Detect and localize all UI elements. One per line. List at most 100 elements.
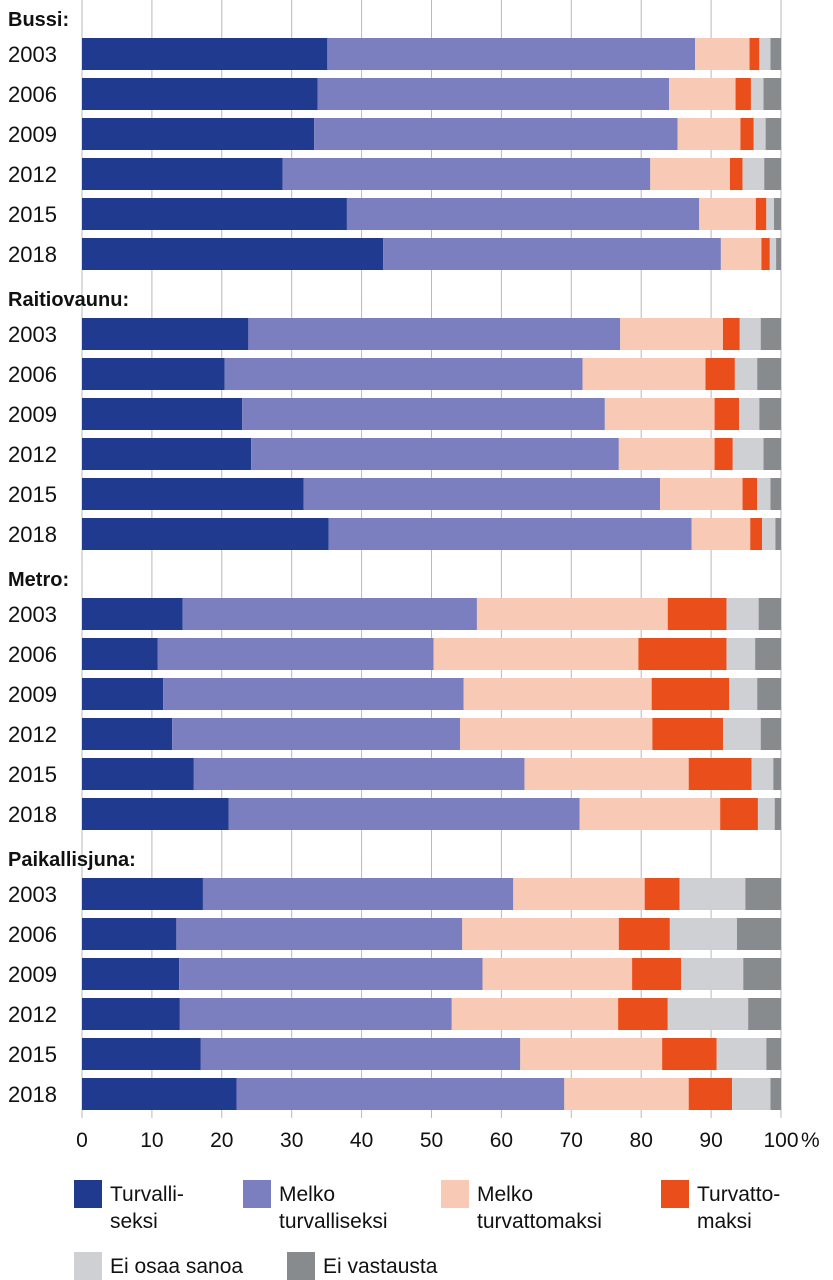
bar-segment — [82, 358, 225, 390]
year-label: 2012 — [8, 162, 57, 187]
bar-segment — [82, 1038, 201, 1070]
year-label: 2015 — [8, 482, 57, 507]
x-axis: 0 10 20 30 40 50 60 70 80 90 100% — [76, 1129, 820, 1152]
legend-label: Ei vastausta — [323, 1255, 438, 1278]
bar-segment — [462, 918, 619, 950]
bar-segment — [524, 758, 689, 790]
year-label: 2018 — [8, 802, 57, 827]
bar-segment — [82, 78, 318, 110]
bar-segment — [346, 198, 700, 230]
bar-segment — [662, 1038, 717, 1070]
bar-segment — [763, 438, 781, 470]
bar-segment — [82, 1078, 237, 1110]
bar-segment — [669, 918, 737, 950]
year-label: 2006 — [8, 362, 57, 387]
bar-segment — [688, 758, 752, 790]
bar-segment — [667, 598, 727, 630]
bar-segment — [667, 998, 749, 1030]
bar-segment — [476, 598, 668, 630]
bar-segment — [774, 798, 781, 830]
year-label: 2006 — [8, 642, 57, 667]
legend-label: Ei osaa sanoa — [110, 1255, 243, 1278]
bar-segment — [755, 638, 781, 670]
bar-segment — [433, 638, 639, 670]
bar-segment — [758, 598, 781, 630]
year-label: 2015 — [8, 1042, 57, 1067]
bar-segment — [691, 518, 751, 550]
bar-segment — [620, 318, 723, 350]
x-tick-label: 80 — [630, 1129, 653, 1152]
bar-segment — [82, 758, 194, 790]
bar-segment — [520, 1038, 663, 1070]
bar-segment — [652, 718, 723, 750]
bar-segment — [714, 398, 740, 430]
x-tick-label: 60 — [490, 1129, 513, 1152]
legend-swatch — [243, 1180, 271, 1208]
bar-segment — [314, 118, 678, 150]
bar-segment — [714, 438, 733, 470]
x-tick-label: 30 — [280, 1129, 303, 1152]
bar-segment — [770, 1078, 781, 1110]
group-title: Paikallisjuna: — [8, 849, 136, 871]
bar-segment — [82, 878, 203, 910]
bar-segment — [688, 1078, 733, 1110]
bar-segment — [770, 478, 781, 510]
bar-segment — [679, 878, 746, 910]
bar-segment — [202, 878, 514, 910]
x-tick-label: 20 — [210, 1129, 233, 1152]
x-tick-label: 0 — [76, 1129, 88, 1152]
year-label: 2009 — [8, 402, 57, 427]
bar-segment — [82, 318, 249, 350]
x-tick-label: 50 — [420, 1129, 443, 1152]
bar-segment — [726, 598, 759, 630]
bar-segment — [677, 118, 741, 150]
x-unit-label: % — [801, 1129, 820, 1152]
bar-segment — [759, 38, 771, 70]
bar-segment — [764, 158, 781, 190]
year-label: 2003 — [8, 882, 57, 907]
legend-swatch — [661, 1180, 689, 1208]
bar-segment — [82, 598, 183, 630]
bar-segment — [82, 478, 304, 510]
bar-segment — [760, 718, 781, 750]
bar-segment — [242, 398, 605, 430]
bar-segment — [720, 798, 758, 830]
legend-swatch — [74, 1252, 102, 1280]
bar-segment — [760, 318, 781, 350]
x-tick-label: 100 — [763, 1129, 798, 1152]
bar-segment — [749, 38, 760, 70]
bar-segment — [82, 438, 252, 470]
bar-segment — [251, 438, 619, 470]
bar-segment — [248, 318, 621, 350]
bar-segment — [669, 78, 736, 110]
year-label: 2009 — [8, 682, 57, 707]
bar-segment — [82, 118, 315, 150]
bar-segment — [82, 38, 328, 70]
bar-segment — [759, 398, 781, 430]
bar-segment — [236, 1078, 565, 1110]
bar-segment — [740, 118, 754, 150]
bar-segment — [82, 958, 180, 990]
bar-segment — [82, 518, 329, 550]
bars — [82, 38, 781, 1110]
bar-segment — [699, 198, 756, 230]
bar-segment — [753, 118, 766, 150]
bar-segment — [773, 758, 781, 790]
bar-segment — [317, 78, 670, 110]
x-tick-label: 40 — [350, 1129, 373, 1152]
bar-segment — [757, 358, 781, 390]
bar-segment — [750, 518, 763, 550]
year-label: 2012 — [8, 442, 57, 467]
bar-segment — [766, 198, 775, 230]
group-title: Raitiovaunu: — [8, 289, 129, 311]
legend-swatch — [441, 1180, 469, 1208]
bar-segment — [651, 678, 730, 710]
bar-segment — [82, 198, 347, 230]
bar-segment — [766, 1038, 781, 1070]
bar-segment — [762, 518, 776, 550]
bar-segment — [638, 638, 727, 670]
year-label: 2006 — [8, 922, 57, 947]
bar-segment — [726, 638, 756, 670]
bar-segment — [618, 918, 670, 950]
